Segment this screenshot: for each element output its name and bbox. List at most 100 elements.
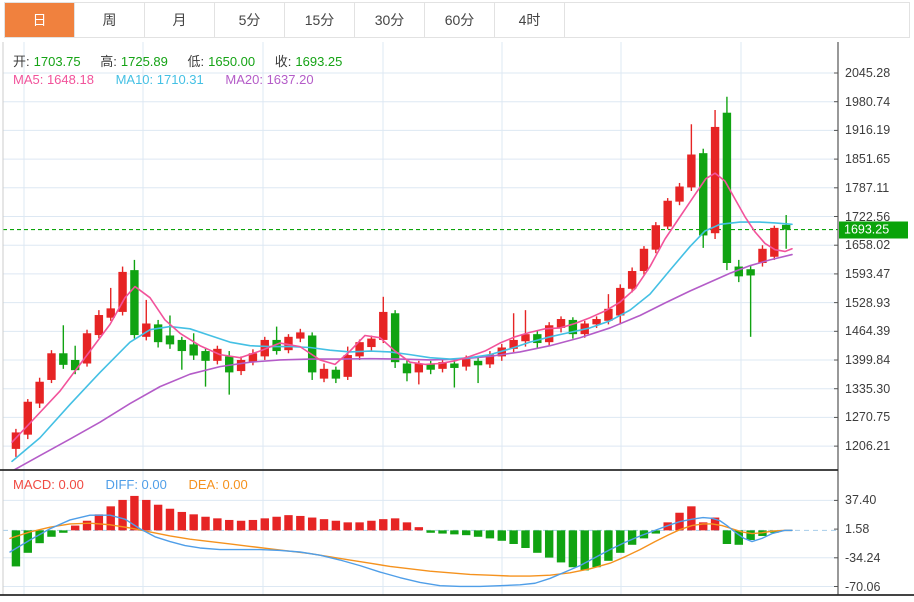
tab-period-5[interactable]: 15分 bbox=[285, 3, 355, 37]
macd-bar bbox=[343, 522, 352, 531]
ma10-line bbox=[11, 221, 793, 463]
current-price-badge: 1693.25 bbox=[839, 221, 908, 239]
close-label: 收: bbox=[274, 54, 292, 69]
macd-bar bbox=[746, 530, 755, 540]
price-tick-label: 1335.30 bbox=[845, 381, 891, 396]
macd-bar bbox=[47, 530, 56, 537]
tab-period-2[interactable]: 周 bbox=[75, 3, 145, 37]
price-tick-label: 1464.39 bbox=[845, 324, 891, 339]
candle bbox=[568, 317, 578, 339]
macd-bar bbox=[687, 506, 696, 531]
macd-bar bbox=[82, 520, 92, 531]
candle bbox=[544, 322, 554, 346]
price-tick-label: 1399.84 bbox=[845, 353, 891, 368]
macd-bar bbox=[177, 511, 187, 531]
high-value: 1725.89 bbox=[120, 54, 168, 69]
macd-tick-label: 37.40 bbox=[845, 493, 877, 508]
candle bbox=[82, 329, 92, 367]
ma10-value: MA10: 1710.31 bbox=[115, 72, 204, 87]
price-tick-label: 1787.11 bbox=[845, 180, 890, 195]
tab-period-1[interactable]: 日 bbox=[5, 3, 75, 37]
macd-bar bbox=[379, 519, 388, 531]
macd-bar bbox=[213, 518, 222, 531]
macd-bar bbox=[616, 530, 625, 553]
macd-bar bbox=[604, 530, 613, 561]
macd-bar bbox=[592, 530, 601, 568]
macd-bar bbox=[331, 520, 341, 531]
ma-header: MA5: 1648.18 MA10: 1710.31 MA20: 1637.20 bbox=[13, 72, 332, 87]
macd-bar bbox=[556, 530, 566, 563]
tab-period-7[interactable]: 60分 bbox=[425, 3, 495, 37]
tab-period-6[interactable]: 30分 bbox=[355, 3, 425, 37]
macd-bar bbox=[59, 530, 68, 533]
macd-bar bbox=[153, 504, 163, 531]
candle bbox=[331, 366, 341, 384]
macd-tick-label: -34.24 bbox=[845, 550, 881, 565]
ma5-line bbox=[11, 172, 793, 444]
tab-period-3[interactable]: 月 bbox=[145, 3, 215, 37]
macd-bar bbox=[462, 530, 471, 536]
macd-bar bbox=[130, 495, 139, 531]
price-tick-label: 1916.19 bbox=[845, 123, 891, 138]
macd-bar bbox=[70, 525, 80, 531]
macd-bar bbox=[367, 520, 376, 531]
candle bbox=[438, 359, 447, 373]
candle bbox=[296, 328, 305, 343]
diff-line bbox=[9, 514, 793, 588]
candle bbox=[319, 363, 329, 383]
macd-bar bbox=[580, 530, 589, 571]
candle bbox=[153, 319, 163, 348]
candle bbox=[94, 310, 104, 339]
macd-bar bbox=[296, 515, 305, 531]
candle bbox=[213, 345, 222, 365]
candle bbox=[23, 399, 32, 440]
candle bbox=[165, 315, 175, 349]
macd-histogram-layer bbox=[11, 495, 779, 571]
candle bbox=[379, 296, 388, 344]
diff-value: DIFF: 0.00 bbox=[105, 477, 167, 492]
tab-period-4[interactable]: 5分 bbox=[215, 3, 285, 37]
macd-bar bbox=[307, 517, 317, 531]
macd-bar bbox=[272, 516, 281, 531]
candle bbox=[35, 377, 44, 408]
candle bbox=[284, 334, 293, 354]
macd-bar bbox=[319, 519, 329, 531]
macd-bar bbox=[544, 530, 554, 558]
candle bbox=[770, 225, 779, 260]
macd-bar bbox=[734, 530, 743, 545]
macd-bar bbox=[509, 530, 518, 544]
candle bbox=[177, 336, 187, 370]
candle bbox=[521, 310, 530, 347]
tab-period-8[interactable]: 4时 bbox=[495, 3, 565, 37]
candle bbox=[556, 316, 566, 333]
macd-bar bbox=[225, 519, 234, 531]
candle bbox=[426, 360, 435, 375]
macd-bar bbox=[142, 499, 151, 531]
candle bbox=[201, 347, 210, 387]
candle bbox=[781, 215, 791, 249]
macd-tick-label: 1.58 bbox=[845, 522, 870, 537]
candle bbox=[627, 267, 637, 293]
macd-bar bbox=[651, 530, 661, 534]
open-value: 1703.75 bbox=[33, 54, 81, 69]
open-label: 开: bbox=[13, 54, 30, 69]
candle bbox=[355, 339, 364, 360]
dea-value: DEA: 0.00 bbox=[188, 477, 248, 492]
macd-bar bbox=[497, 530, 506, 541]
macd-bar bbox=[189, 514, 198, 531]
period-tabbar: 日周月 5分 15分 30分 60分 4时 bbox=[4, 2, 910, 38]
candle bbox=[189, 333, 198, 360]
macd-bar bbox=[521, 530, 530, 548]
macd-bar bbox=[201, 516, 210, 531]
macd-bar bbox=[699, 522, 708, 531]
price-tick-label: 1980.74 bbox=[845, 94, 891, 109]
candle bbox=[130, 259, 139, 339]
candle bbox=[710, 110, 720, 239]
candle bbox=[11, 428, 21, 457]
candle bbox=[473, 357, 483, 384]
price-tick-label: 1851.65 bbox=[845, 152, 891, 167]
macd-bar bbox=[165, 508, 175, 531]
candle bbox=[367, 335, 376, 352]
